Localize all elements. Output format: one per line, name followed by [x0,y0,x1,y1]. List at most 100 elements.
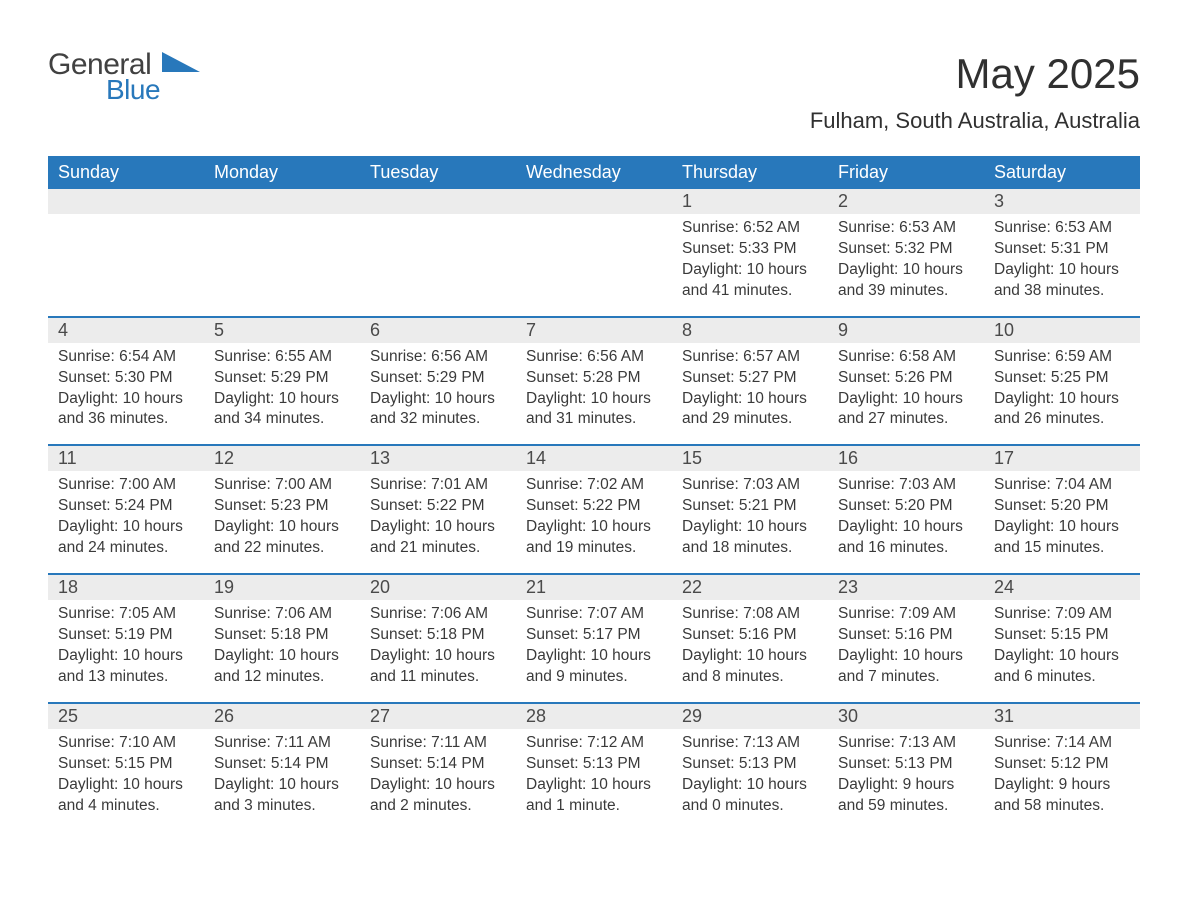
day-number-cell: 7 [516,317,672,343]
sunset-text: Sunset: 5:24 PM [58,496,194,517]
day-data-cell: Sunrise: 7:08 AMSunset: 5:16 PMDaylight:… [672,600,828,703]
sunrise-text: Sunrise: 6:57 AM [682,347,818,368]
sunrise-text: Sunrise: 7:14 AM [994,733,1130,754]
sunset-text: Sunset: 5:19 PM [58,625,194,646]
sunset-text: Sunset: 5:16 PM [682,625,818,646]
sunrise-text: Sunrise: 7:13 AM [682,733,818,754]
daylight-text: Daylight: 10 hours and 6 minutes. [994,646,1130,688]
day-number-cell: 19 [204,574,360,600]
day-number-cell: 23 [828,574,984,600]
sunrise-text: Sunrise: 7:03 AM [682,475,818,496]
sunset-text: Sunset: 5:15 PM [58,754,194,775]
day-number-cell: 2 [828,189,984,214]
weekday-header: Sunday [48,156,204,189]
sunset-text: Sunset: 5:20 PM [838,496,974,517]
sunset-text: Sunset: 5:13 PM [682,754,818,775]
sunset-text: Sunset: 5:13 PM [526,754,662,775]
sunrise-text: Sunrise: 7:06 AM [370,604,506,625]
daylight-text: Daylight: 10 hours and 34 minutes. [214,389,350,431]
day-number-cell: 31 [984,703,1140,729]
sunrise-text: Sunrise: 7:01 AM [370,475,506,496]
title-block: May 2025 Fulham, South Australia, Austra… [810,50,1140,148]
day-number-row: 11121314151617 [48,445,1140,471]
daylight-text: Daylight: 10 hours and 4 minutes. [58,775,194,817]
day-number-cell: 30 [828,703,984,729]
day-data-cell: Sunrise: 7:13 AMSunset: 5:13 PMDaylight:… [672,729,828,831]
sunrise-text: Sunrise: 7:00 AM [58,475,194,496]
daylight-text: Daylight: 10 hours and 39 minutes. [838,260,974,302]
day-data-cell: Sunrise: 7:06 AMSunset: 5:18 PMDaylight:… [360,600,516,703]
daylight-text: Daylight: 9 hours and 58 minutes. [994,775,1130,817]
sunset-text: Sunset: 5:16 PM [838,625,974,646]
day-data-row: Sunrise: 7:05 AMSunset: 5:19 PMDaylight:… [48,600,1140,703]
day-data-cell: Sunrise: 7:03 AMSunset: 5:21 PMDaylight:… [672,471,828,574]
location: Fulham, South Australia, Australia [810,108,1140,134]
weekday-header: Wednesday [516,156,672,189]
day-data-row: Sunrise: 6:54 AMSunset: 5:30 PM Daylight:… [48,343,1140,446]
day-number-cell: 9 [828,317,984,343]
sunset-text: Sunset: 5:23 PM [214,496,350,517]
sunset-text: Sunset: 5:15 PM [994,625,1130,646]
day-number-cell: 26 [204,703,360,729]
daylight-text: Daylight: 10 hours and 22 minutes. [214,517,350,559]
day-number-cell: 12 [204,445,360,471]
day-data-cell: Sunrise: 6:56 AMSunset: 5:29 PMDaylight:… [360,343,516,446]
daylight-text: Daylight: 10 hours and 15 minutes. [994,517,1130,559]
day-data-cell [516,214,672,317]
day-data-cell: Sunrise: 7:09 AMSunset: 5:15 PMDaylight:… [984,600,1140,703]
day-data-cell [48,214,204,317]
sunrise-text: Sunrise: 7:11 AM [214,733,350,754]
sunset-text: Sunset: 5:27 PM [682,368,818,389]
day-data-cell: Sunrise: 6:53 AMSunset: 5:31 PMDaylight:… [984,214,1140,317]
sunrise-text: Sunrise: 7:03 AM [838,475,974,496]
sunset-text: Sunset: 5:26 PM [838,368,974,389]
sunset-text: Sunset: 5:22 PM [526,496,662,517]
daylight-text: Daylight: 10 hours and 31 minutes. [526,389,662,431]
day-number-row: 18192021222324 [48,574,1140,600]
sunset-text: Sunset: 5:21 PM [682,496,818,517]
day-number-cell: 11 [48,445,204,471]
day-data-cell: Sunrise: 6:54 AMSunset: 5:30 PMDaylight:… [48,343,204,446]
sunrise-text: Sunrise: 7:07 AM [526,604,662,625]
day-number-cell: 29 [672,703,828,729]
logo: General Blue [48,50,204,104]
weekday-header-row: SundayMondayTuesdayWednesdayThursdayFrid… [48,156,1140,189]
daylight-text: Daylight: 10 hours and 7 minutes. [838,646,974,688]
daylight-text: Daylight: 10 hours and 9 minutes. [526,646,662,688]
day-data-cell: Sunrise: 7:07 AMSunset: 5:17 PMDaylight:… [516,600,672,703]
sunrise-text: Sunrise: 7:10 AM [58,733,194,754]
weekday-header: Saturday [984,156,1140,189]
day-number-cell: 20 [360,574,516,600]
sunrise-text: Sunrise: 7:13 AM [838,733,974,754]
sunrise-text: Sunrise: 7:00 AM [214,475,350,496]
sunset-text: Sunset: 5:22 PM [370,496,506,517]
day-number-cell: 14 [516,445,672,471]
day-data-cell: Sunrise: 7:02 AMSunset: 5:22 PMDaylight:… [516,471,672,574]
daylight-text: Daylight: 10 hours and 24 minutes. [58,517,194,559]
daylight-text: Daylight: 10 hours and 38 minutes. [994,260,1130,302]
day-number-cell: 24 [984,574,1140,600]
sunset-text: Sunset: 5:28 PM [526,368,662,389]
day-number-cell: 22 [672,574,828,600]
day-number-cell: 27 [360,703,516,729]
sunrise-text: Sunrise: 7:11 AM [370,733,506,754]
day-number-cell: 25 [48,703,204,729]
sunrise-text: Sunrise: 7:09 AM [838,604,974,625]
day-number-cell [48,189,204,214]
sunrise-text: Sunrise: 7:09 AM [994,604,1130,625]
day-data-cell: Sunrise: 7:00 AMSunset: 5:23 PMDaylight:… [204,471,360,574]
daylight-text: Daylight: 10 hours and 0 minutes. [682,775,818,817]
daylight-text: Daylight: 10 hours and 32 minutes. [370,389,506,431]
day-number-cell: 28 [516,703,672,729]
daylight-text: Daylight: 10 hours and 1 minute. [526,775,662,817]
sunset-text: Sunset: 5:20 PM [994,496,1130,517]
sunset-text: Sunset: 5:30 PM [58,368,194,389]
day-data-row: Sunrise: 6:52 AMSunset: 5:33 PMDaylight:… [48,214,1140,317]
sunrise-text: Sunrise: 6:56 AM [526,347,662,368]
weekday-header: Thursday [672,156,828,189]
day-number-cell: 10 [984,317,1140,343]
sunrise-text: Sunrise: 6:52 AM [682,218,818,239]
day-data-cell: Sunrise: 7:06 AMSunset: 5:18 PMDaylight:… [204,600,360,703]
daylight-text: Daylight: 10 hours and 26 minutes. [994,389,1130,431]
sunrise-text: Sunrise: 6:54 AM [58,347,194,368]
